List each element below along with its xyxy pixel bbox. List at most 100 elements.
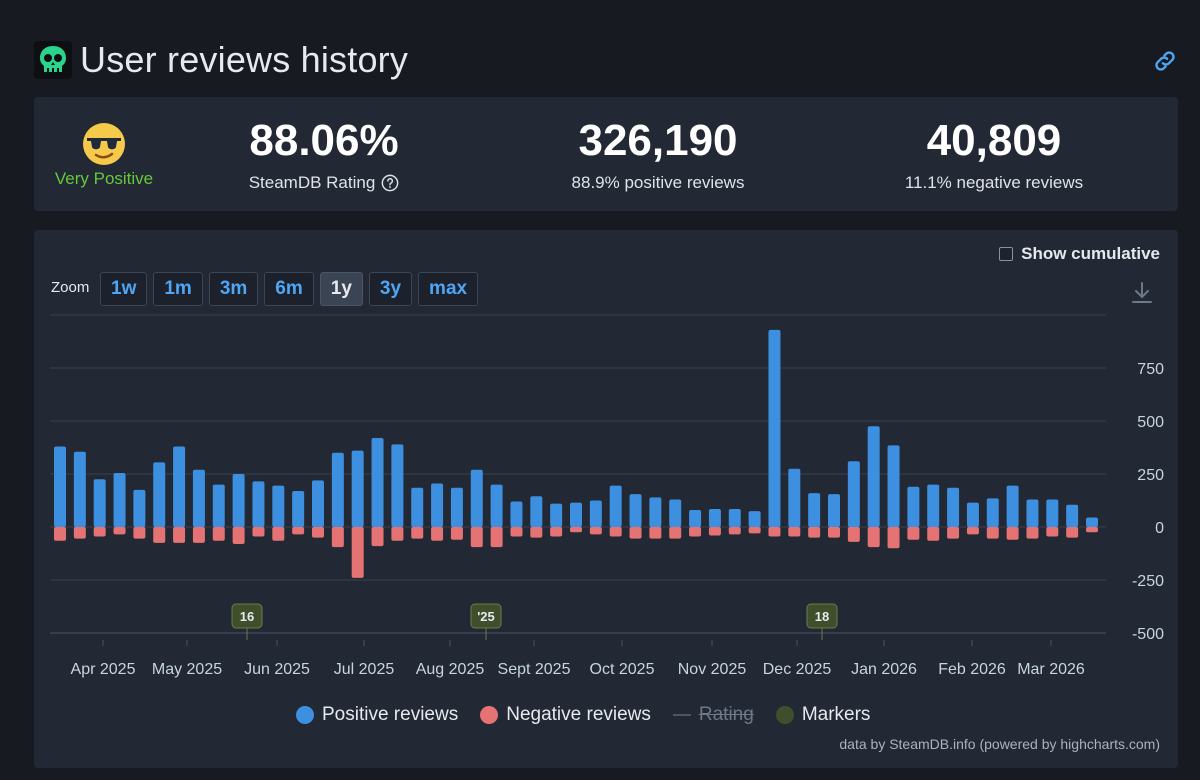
positive-bar xyxy=(768,329,781,527)
link-icon[interactable] xyxy=(1152,48,1178,74)
positive-bar xyxy=(1066,504,1079,527)
download-icon[interactable] xyxy=(1129,280,1155,306)
x-month-label: Jun 2025 xyxy=(244,661,310,678)
negative-bar xyxy=(550,527,563,537)
negative-bar xyxy=(649,527,662,539)
negative-bar xyxy=(272,527,285,541)
negative-bar xyxy=(768,527,781,537)
legend: Positive reviews Negative reviews Rating… xyxy=(296,704,870,726)
positive-bar xyxy=(986,498,999,527)
positive-bar xyxy=(1046,499,1059,527)
chart-panel: Show cumulative Zoom 1w 1m 3m 6m 1y 3y max -50… xyxy=(34,230,1178,768)
positive-bar xyxy=(530,496,543,527)
positive-bar xyxy=(689,510,702,527)
positive-bar xyxy=(351,450,364,527)
negative-block: 40,809 11.1% negative reviews xyxy=(864,97,1124,211)
negative-bar xyxy=(966,527,979,535)
negative-bar xyxy=(73,527,86,539)
positive-bar xyxy=(331,452,344,527)
negative-bar xyxy=(292,527,305,535)
y-tick-label: -250 xyxy=(1132,573,1164,590)
verdict-label: Very Positive xyxy=(54,169,154,188)
skull-icon xyxy=(34,41,72,79)
negative-bar xyxy=(470,527,483,548)
legend-negative[interactable]: Negative reviews xyxy=(480,704,651,726)
zoom-button-6m[interactable]: 6m xyxy=(264,272,314,306)
zoom-button-1m[interactable]: 1m xyxy=(153,272,203,306)
marker-flag xyxy=(806,603,838,629)
negative-bar xyxy=(986,527,999,539)
x-month-label: May 2025 xyxy=(152,661,222,678)
negative-bar xyxy=(93,527,106,537)
negative-bar xyxy=(907,527,920,540)
positive-bar xyxy=(312,480,324,527)
positive-bar xyxy=(510,501,523,527)
positive-bar xyxy=(847,461,860,527)
positive-dot xyxy=(296,706,314,724)
y-tick-label: 250 xyxy=(1137,467,1164,484)
negative-bar xyxy=(689,527,702,537)
marker-flag xyxy=(470,603,502,629)
positive-bar xyxy=(550,503,563,527)
legend-markers[interactable]: Markers xyxy=(775,704,870,726)
zoom-button-1y[interactable]: 1y xyxy=(319,272,363,306)
x-month-label: Dec 2025 xyxy=(763,661,832,678)
negative-bar xyxy=(530,527,543,538)
marker-label: '25 xyxy=(477,609,495,624)
zoom-label: Zoom xyxy=(51,279,90,296)
positive-bar xyxy=(1086,517,1098,527)
chart-credits[interactable]: data by SteamDB.info (powered by highcha… xyxy=(839,736,1160,752)
negative-bar xyxy=(1086,527,1098,533)
positive-bar xyxy=(470,469,483,527)
negative-bar xyxy=(510,527,523,537)
negative-bar xyxy=(847,527,860,542)
negative-bar xyxy=(828,527,840,538)
zoom-button-1w[interactable]: 1w xyxy=(100,272,148,306)
positive-bar xyxy=(93,479,106,527)
positive-bar xyxy=(1026,499,1039,527)
sunglasses-face-icon xyxy=(83,123,125,165)
positive-bar xyxy=(490,484,503,527)
negative-bar xyxy=(867,527,880,548)
zoom-button-3y[interactable]: 3y xyxy=(368,272,413,306)
negative-bar xyxy=(708,527,721,536)
positive-bar xyxy=(411,487,424,527)
zoom-button-max[interactable]: max xyxy=(418,272,479,306)
verdict-block: Very Positive xyxy=(34,97,174,211)
x-month-label: Feb 2026 xyxy=(938,661,1006,678)
positive-bar xyxy=(788,468,801,527)
negative-bar xyxy=(748,527,761,534)
y-tick-label: -500 xyxy=(1132,626,1164,643)
header: User reviews history xyxy=(34,39,408,80)
positive-block: 326,190 88.9% positive reviews xyxy=(528,97,788,211)
positive-bar xyxy=(867,426,880,527)
show-cumulative-label: Show cumulative xyxy=(1021,244,1160,263)
y-tick-label: 500 xyxy=(1137,414,1164,431)
x-month-label: Sept 2025 xyxy=(498,661,571,678)
zoom-button-3m[interactable]: 3m xyxy=(208,272,259,306)
legend-positive[interactable]: Positive reviews xyxy=(296,704,458,726)
negative-bar xyxy=(927,527,940,541)
negative-bar xyxy=(212,527,225,541)
x-month-label: Jul 2025 xyxy=(334,661,395,678)
rating-label: SteamDB Rating xyxy=(248,173,376,192)
negative-percent: 11.1% negative reviews xyxy=(904,173,1084,192)
negative-bar xyxy=(609,527,622,537)
cumulative-checkbox[interactable] xyxy=(999,247,1014,261)
negative-bar xyxy=(490,527,503,548)
negative-bar xyxy=(391,527,404,541)
negative-bar xyxy=(252,527,265,537)
show-cumulative-toggle[interactable]: Show cumulative xyxy=(999,244,1160,264)
negative-bar xyxy=(133,527,146,539)
positive-bar xyxy=(173,446,186,527)
positive-bar xyxy=(589,500,602,527)
legend-rating[interactable]: Rating xyxy=(672,704,754,726)
positive-bar xyxy=(1006,485,1019,527)
positive-bar xyxy=(371,437,384,527)
positive-bar xyxy=(708,508,721,527)
negative-bar xyxy=(887,527,900,549)
positive-bar xyxy=(728,508,741,527)
positive-bar xyxy=(73,451,86,527)
negative-bar xyxy=(232,527,245,544)
help-icon[interactable] xyxy=(381,174,399,192)
